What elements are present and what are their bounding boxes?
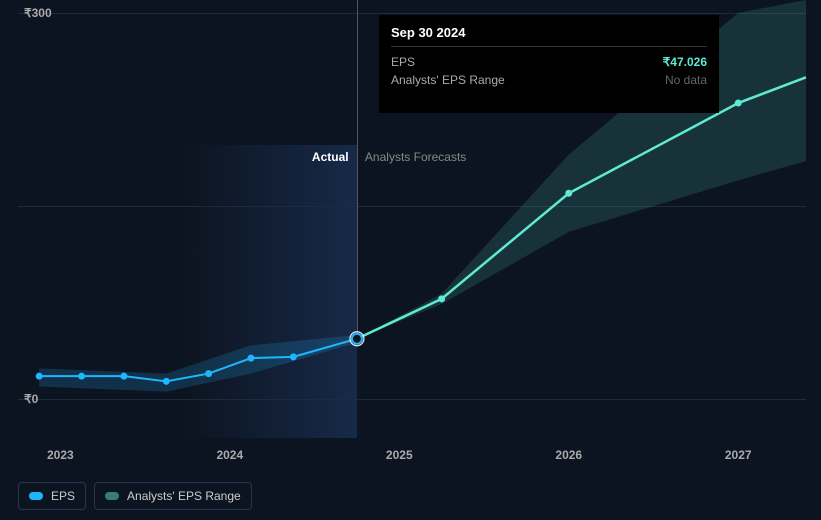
hover-tooltip: Sep 30 2024 EPS ₹47.026 Analysts' EPS Ra…	[379, 15, 719, 113]
region-label-actual: Actual	[312, 150, 349, 164]
tooltip-value: No data	[665, 71, 707, 89]
legend-item-range[interactable]: Analysts' EPS Range	[94, 482, 252, 510]
eps-chart[interactable]: ₹300 ₹0 Actual Analysts Forecasts Sep 30…	[18, 0, 806, 438]
tooltip-label: Analysts' EPS Range	[391, 71, 505, 89]
tooltip-value: ₹47.026	[663, 53, 707, 71]
legend: EPS Analysts' EPS Range	[18, 482, 252, 510]
legend-label: EPS	[51, 489, 75, 503]
x-axis-label: 2024	[216, 448, 243, 462]
y-axis-label: ₹300	[24, 6, 52, 20]
region-label-forecast: Analysts Forecasts	[365, 150, 466, 164]
legend-item-eps[interactable]: EPS	[18, 482, 86, 510]
x-axis-label: 2025	[386, 448, 413, 462]
y-axis-label: ₹0	[24, 392, 38, 406]
legend-swatch	[29, 492, 43, 500]
tooltip-label: EPS	[391, 53, 415, 71]
x-axis: 2023 2024 2025 2026 2027	[18, 448, 806, 468]
x-axis-label: 2023	[47, 448, 74, 462]
x-axis-label: 2026	[555, 448, 582, 462]
x-axis-label: 2027	[725, 448, 752, 462]
tooltip-date: Sep 30 2024	[391, 25, 707, 47]
legend-swatch	[105, 492, 119, 500]
tooltip-row-range: Analysts' EPS Range No data	[391, 71, 707, 89]
tooltip-row-eps: EPS ₹47.026	[391, 53, 707, 71]
legend-label: Analysts' EPS Range	[127, 489, 241, 503]
